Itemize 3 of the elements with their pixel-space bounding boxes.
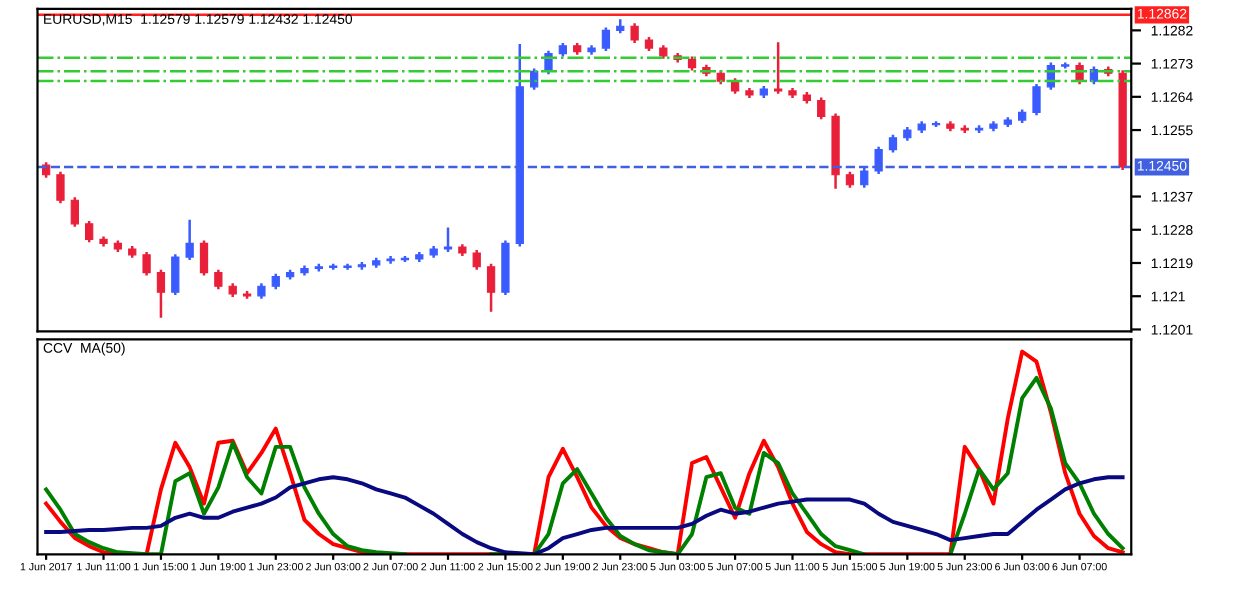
candlestick — [774, 40, 783, 96]
candlestick — [343, 262, 352, 271]
candlestick — [443, 226, 453, 254]
